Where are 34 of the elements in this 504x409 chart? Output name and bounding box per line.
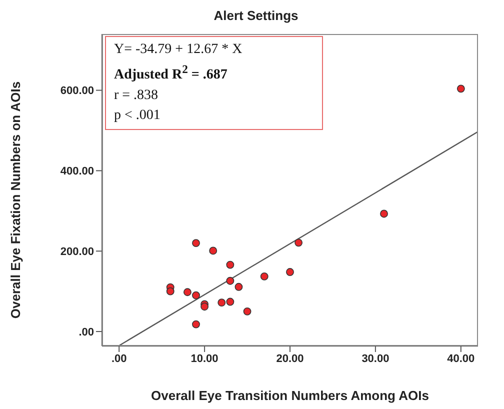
x-tick-label: 20.00 bbox=[276, 352, 304, 365]
y-tick-label: 600.00 bbox=[60, 85, 94, 98]
y-tick-label: .00 bbox=[78, 326, 94, 338]
x-tick-label: .00 bbox=[111, 352, 127, 365]
annotation: p < .001 bbox=[114, 106, 162, 125]
x-axis-title: Overall Eye Transition Numbers Among AOIs bbox=[150, 388, 430, 403]
point bbox=[380, 210, 388, 218]
point bbox=[209, 246, 218, 255]
point bbox=[234, 282, 243, 291]
annotation: Y= -34.79 + 12.67 * X bbox=[114, 41, 242, 59]
point bbox=[226, 260, 234, 269]
point bbox=[183, 288, 192, 296]
chart-title: Alert Settings bbox=[212, 8, 300, 23]
point bbox=[226, 276, 234, 285]
point bbox=[192, 291, 200, 300]
point bbox=[260, 272, 268, 280]
point bbox=[226, 298, 234, 306]
y-tick-label: 400.00 bbox=[60, 166, 94, 178]
x-tick-label: 30.00 bbox=[362, 352, 390, 365]
point bbox=[243, 307, 252, 316]
point bbox=[192, 239, 200, 248]
y-axis-title: Overall Eye Fixation Numbers on AOIs bbox=[8, 80, 23, 321]
annotation: Adjusted R$^{2}$ = .687 bbox=[114, 62, 228, 85]
x-tick-label: 10.00 bbox=[190, 352, 218, 365]
point bbox=[286, 268, 294, 276]
point bbox=[200, 302, 209, 311]
point bbox=[166, 287, 174, 296]
annotation: r = .838 bbox=[114, 86, 160, 105]
point bbox=[456, 84, 465, 93]
y-tick-label: 200.00 bbox=[60, 246, 94, 258]
x-tick-label: 40.00 bbox=[447, 352, 475, 365]
point bbox=[218, 298, 226, 307]
point bbox=[294, 238, 303, 247]
point bbox=[192, 320, 200, 328]
